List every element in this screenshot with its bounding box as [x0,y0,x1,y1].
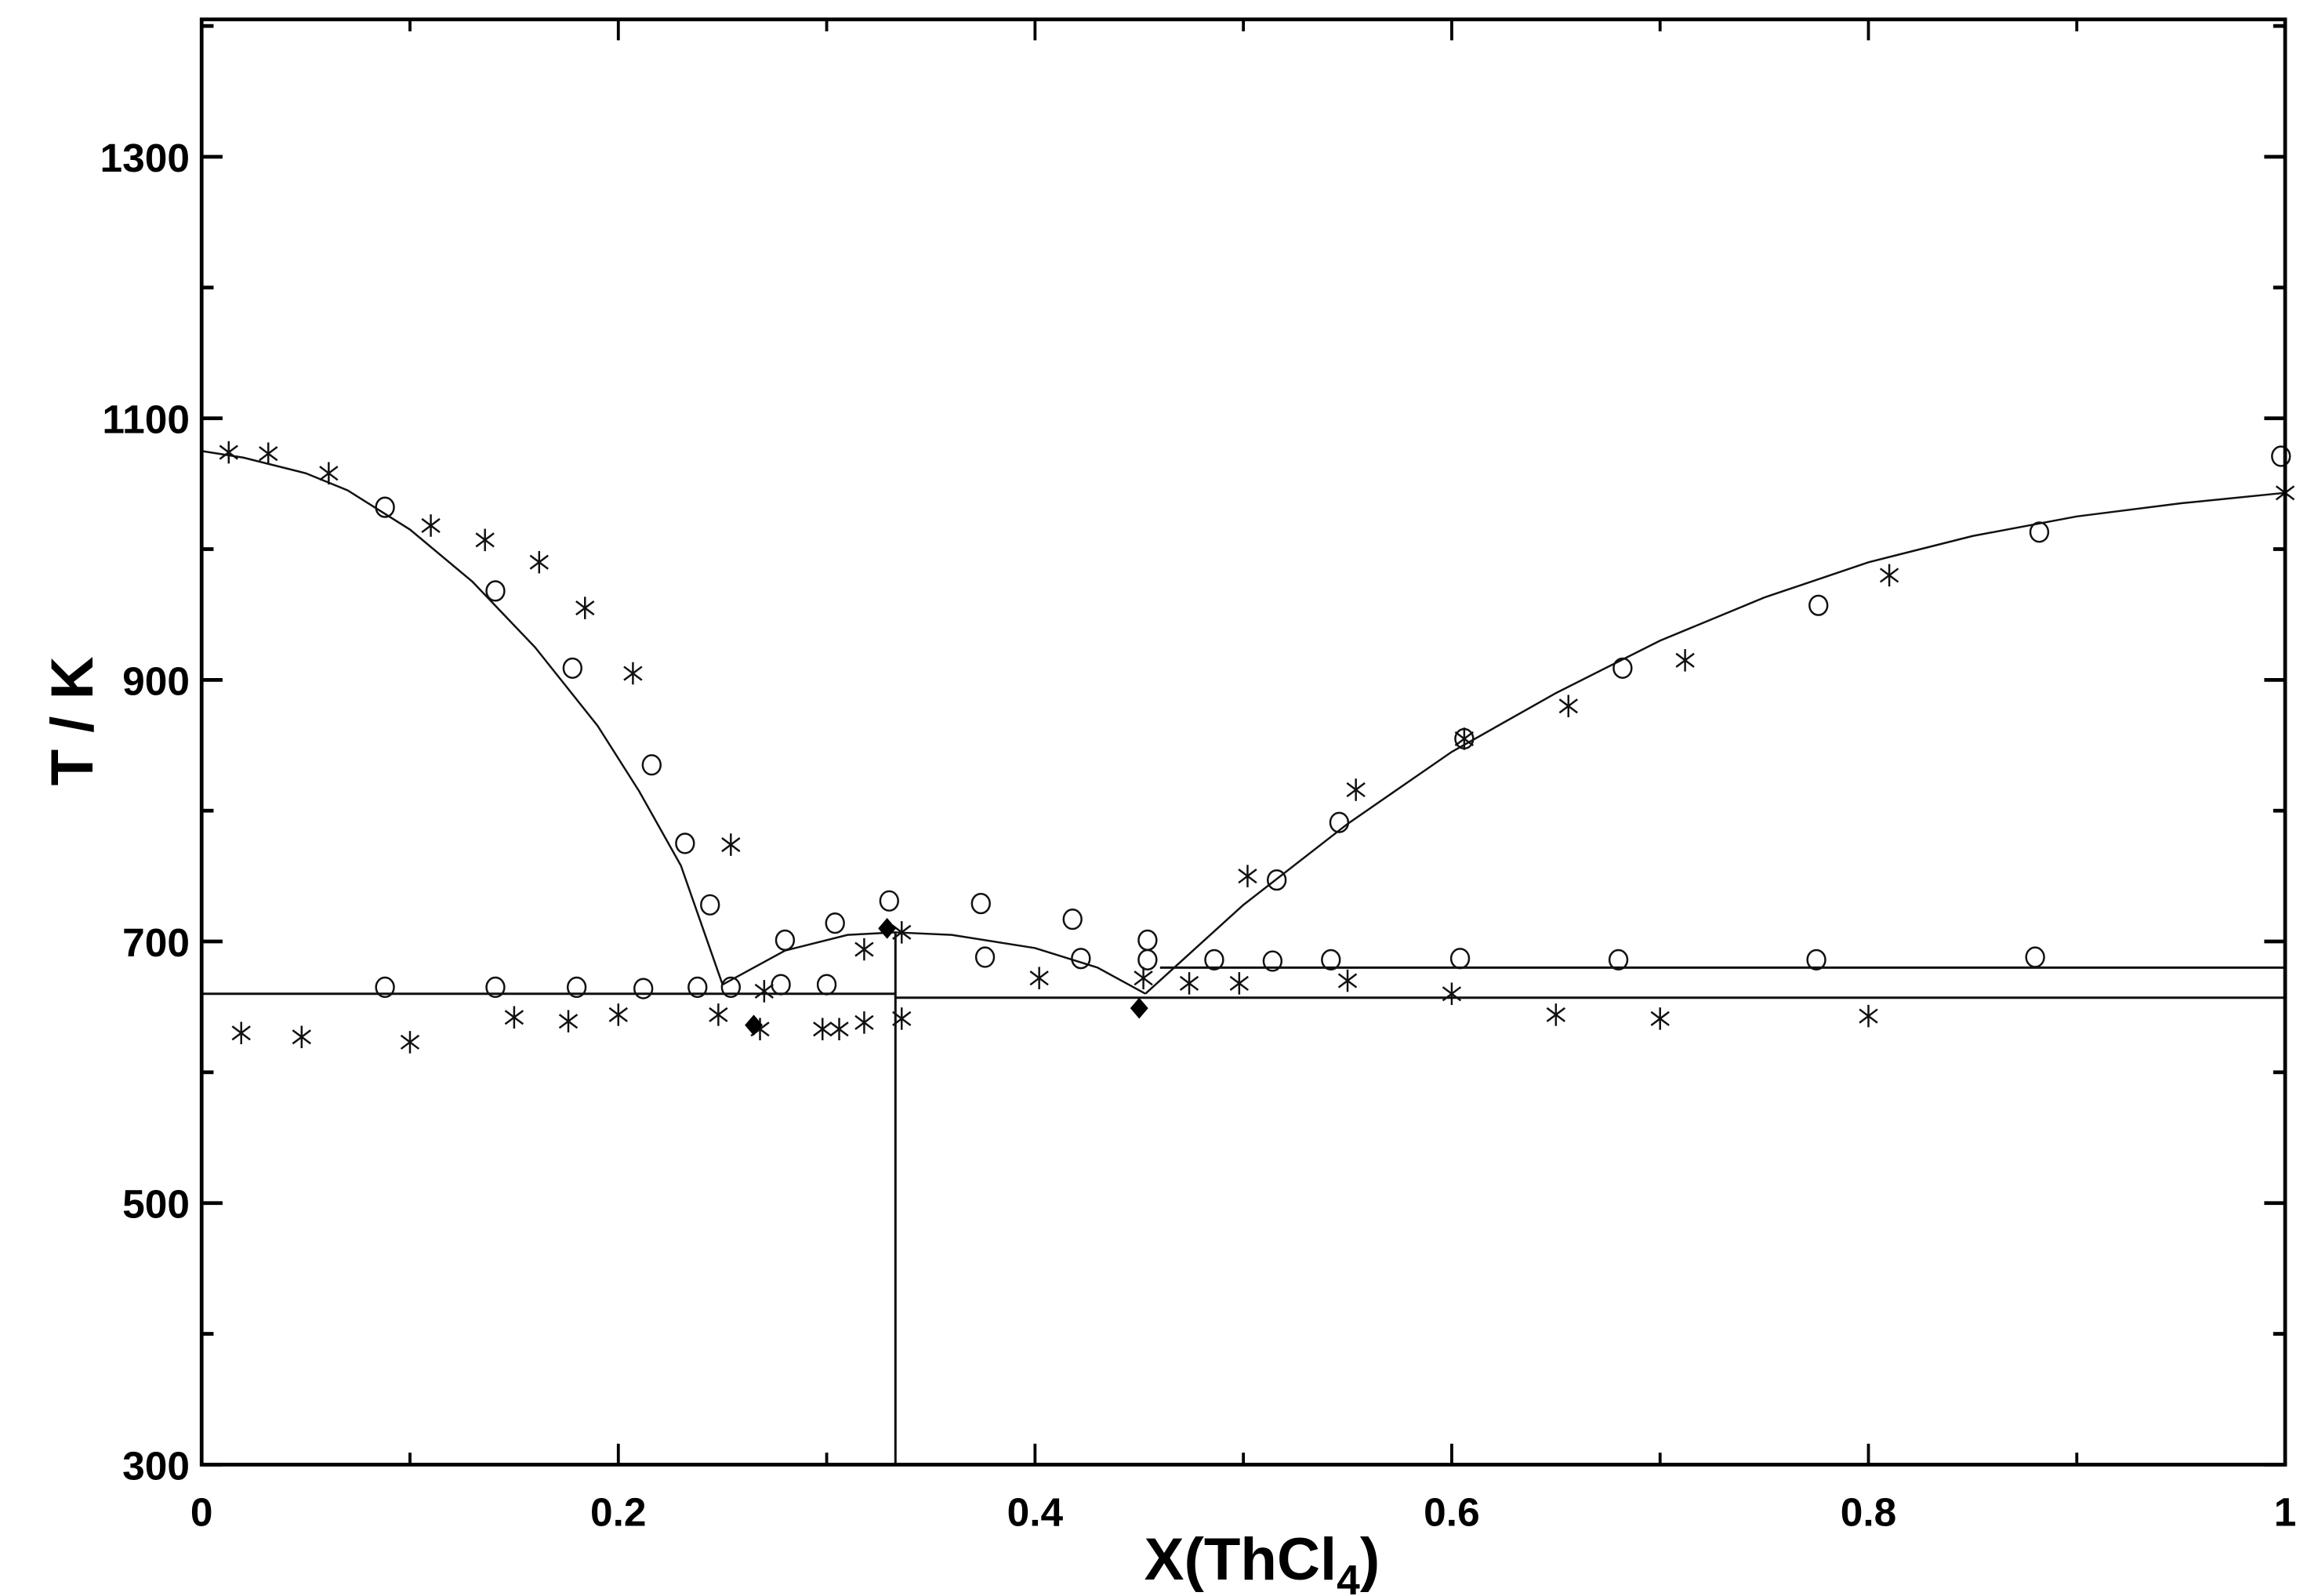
y-tick-label: 900 [122,658,190,703]
x-axis-label-main: X(ThCl [1144,1526,1337,1593]
y-axis-tick-labels: 300 500 700 900 1100 1300 [100,135,190,1488]
data-point-asterisk [623,662,643,685]
data-point-asterisk [1238,865,1257,887]
data-point-asterisk [1675,649,1695,672]
data-point-asterisk [421,514,441,537]
data-point-circle [1329,811,1350,833]
data-point-diamond [745,1014,763,1036]
plot-area [201,441,2295,1465]
data-point-asterisk [558,1010,579,1033]
data-point-asterisk [1179,972,1199,995]
y-tick-label: 1300 [100,135,190,180]
data-point-circle [774,929,796,951]
data-point-asterisk [608,1003,628,1026]
data-point-asterisk [529,550,549,574]
x-tick-label: 0.2 [590,1489,646,1534]
data-point-circle [1204,949,1224,971]
data-point-circle [375,496,395,518]
data-point-circle [1267,869,1287,891]
y-tick-label: 500 [122,1181,190,1227]
data-point-circle [1612,657,1633,679]
data-point-asterisk [854,938,874,961]
data-point-circle [375,976,395,999]
data-point-circle [700,894,720,916]
data-point-circle [1806,949,1826,971]
data-point-circle [970,893,991,915]
y-tick-label: 1100 [102,397,190,442]
x-tick-label: 0.8 [1841,1489,1896,1534]
data-point-circle [1449,948,1471,970]
data-point-circle [633,978,654,999]
data-point-asterisk [1346,778,1366,801]
data-point-asterisk [319,462,339,485]
data-point-asterisk [892,921,912,944]
data-point-asterisk [1558,695,1578,718]
x-tick-label: 1 [2274,1489,2297,1534]
data-point-asterisk [1337,969,1358,992]
x-axis-tick-labels: 0 0.2 0.4 0.6 0.8 1 [190,1489,2296,1534]
data-point-asterisk [231,1021,251,1045]
data-point-asterisk [475,528,495,552]
data-point-circle [675,832,695,854]
data-point-circle [1137,949,1158,971]
data-point-asterisk [892,1007,912,1030]
data-point-circle [1062,909,1083,930]
data-point-asterisk [854,1011,874,1034]
data-point-circle [641,754,662,776]
data-point-asterisk [829,1017,849,1041]
data-point-asterisk [721,833,741,856]
data-point-asterisk [1442,982,1462,1006]
y-tick-label: 700 [122,920,190,965]
data-point-asterisk [504,1006,524,1029]
data-point-asterisk [754,980,774,1003]
data-point-circle [566,976,587,999]
data-point-circle [1071,948,1091,970]
data-point-circle [1808,594,1829,616]
data-point-circle [720,976,741,999]
y-axis-label: T / K [39,656,106,785]
data-point-asterisk [1859,1004,1878,1028]
data-point-circle [2271,445,2291,467]
data-point-asterisk [709,1003,728,1026]
data-point-asterisk [219,441,238,464]
data-point-circle [562,657,582,679]
data-point-circle [2029,521,2050,543]
data-point-asterisk [1650,1007,1670,1030]
x-axis-label-subscript: 4 [1337,1558,1360,1596]
calculated-liquidus-line [201,450,724,985]
x-tick-label: 0.4 [1007,1489,1064,1534]
calculated-liquidus-line [1144,491,2286,995]
data-point-asterisk [292,1025,311,1049]
x-tick-label: 0 [190,1489,213,1534]
data-point-circle [2025,946,2045,968]
y-tick-label: 300 [122,1442,190,1488]
data-point-asterisk [1879,564,1899,587]
x-axis-label: X(ThCl4) [1144,1526,1380,1596]
data-point-asterisk [259,442,278,465]
data-point-asterisk [400,1031,420,1054]
data-point-circle [1608,949,1629,971]
x-tick-label: 0.6 [1424,1489,1479,1534]
data-point-asterisk [1229,972,1250,995]
data-point-circle [1262,950,1283,972]
data-point-circle [485,976,506,999]
data-point-circle [974,946,996,968]
data-point-asterisk [575,597,595,619]
data-point-asterisk [1029,967,1049,990]
data-point-circle [1321,949,1341,971]
data-point-asterisk [1546,1003,1566,1026]
data-point-circle [816,974,837,996]
data-point-circle [825,912,845,934]
axis-ticks [200,19,2287,1467]
data-point-circle [485,580,506,602]
data-point-circle [687,976,708,999]
data-point-asterisk [813,1017,833,1041]
x-axis-label-close: ) [1360,1526,1380,1593]
data-point-asterisk [1134,967,1153,990]
data-point-circle [879,890,899,912]
data-point-asterisk [1454,727,1475,750]
